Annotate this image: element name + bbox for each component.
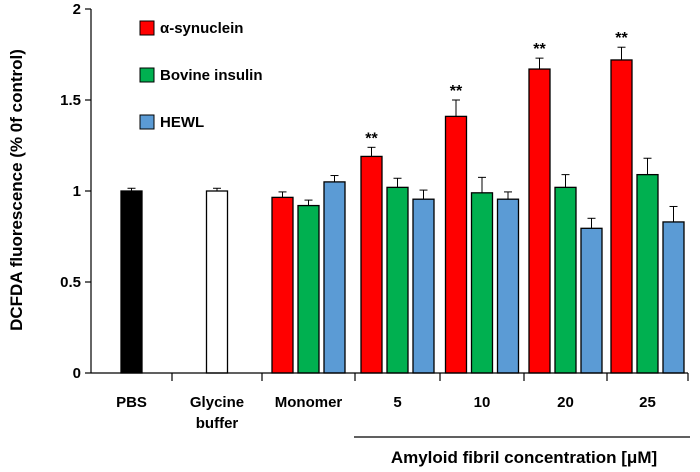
y-tick-label: 2 (73, 1, 81, 18)
legend-swatch (139, 114, 155, 130)
x-category-label: PBS (116, 394, 147, 411)
legend-swatch (139, 67, 155, 83)
bar: HEWL (580, 227, 603, 374)
significance-marker: ** (533, 41, 546, 58)
bar: Glycine buffer (205, 190, 229, 374)
legend-label: Bovine insulin (160, 67, 263, 84)
y-tick-label: 0.5 (60, 274, 81, 291)
bar: HEWL (323, 181, 346, 374)
legend-label: HEWL (160, 114, 204, 131)
x-category-label: Glycine (190, 394, 244, 411)
legend-label: α-synuclein (160, 20, 243, 37)
x-category-label: 10 (474, 394, 491, 411)
bar: HEWL (412, 198, 435, 374)
x-category-label: 20 (557, 394, 574, 411)
x-axis: PBS Glycine buffer Monomer 5 10 20 25 (91, 372, 689, 432)
x-axis-title: Amyloid fibril concentration [μM] (391, 448, 657, 467)
bar: α-synuclein (610, 59, 633, 374)
x-category-label: Monomer (275, 394, 343, 411)
x-category-label: 5 (393, 394, 401, 411)
bar: α-synuclein (444, 115, 468, 374)
bar: Bovine insulin (554, 186, 577, 374)
legend: α-synuclein Bovine insulin HEWL (139, 20, 263, 131)
bar: α-synuclein (528, 68, 551, 374)
bar: Bovine insulin (386, 186, 409, 374)
x-category-label: buffer (196, 415, 239, 432)
y-tick-label: 1.5 (60, 92, 81, 109)
x-category-label: 25 (639, 394, 656, 411)
legend-swatch (139, 20, 155, 36)
y-tick-label: 0 (73, 365, 81, 382)
y-axis: 0 0.5 1 1.5 2 (60, 1, 92, 382)
significance-marker: ** (615, 30, 628, 47)
bar: HEWL (496, 198, 520, 374)
bar: PBS (120, 190, 143, 374)
y-tick-label: 1 (73, 183, 81, 200)
bar: Bovine insulin (470, 192, 494, 374)
significance-marker: ** (365, 130, 378, 147)
bar: Bovine insulin (636, 173, 659, 374)
bar: Bovine insulin (297, 204, 320, 374)
y-axis-title: DCFDA fluorescence (% 0f control) (7, 49, 26, 331)
bar: α-synuclein (271, 196, 294, 374)
significance-marker: ** (450, 83, 463, 100)
bar: α-synuclein (360, 155, 383, 374)
bar: HEWL (662, 221, 685, 374)
